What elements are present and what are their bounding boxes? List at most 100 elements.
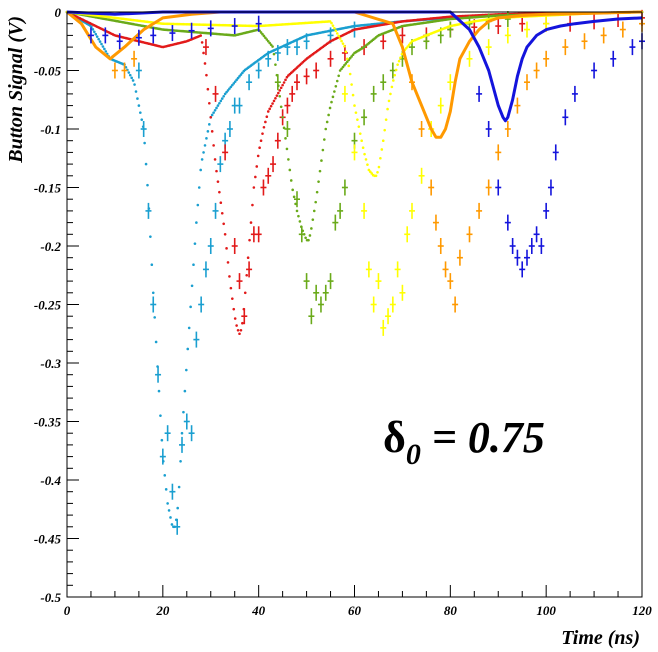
data-point [176, 506, 179, 510]
series-2 [65, 10, 644, 336]
data-point [219, 201, 223, 205]
data-point [223, 233, 227, 236]
data-point [238, 75, 241, 78]
data-point [228, 87, 231, 90]
data-point [255, 165, 259, 168]
data-point [387, 99, 391, 103]
data-point [390, 85, 394, 89]
data-point [243, 291, 247, 295]
plot-marks [65, 9, 645, 535]
data-point [98, 40, 102, 43]
x-tick-label: 80 [444, 603, 458, 618]
data-point [163, 474, 167, 477]
data-point [291, 188, 294, 192]
data-point [160, 438, 164, 442]
data-point [199, 168, 202, 172]
data-point [381, 139, 385, 142]
data-point [215, 169, 218, 173]
data-point [351, 53, 355, 57]
data-point [399, 56, 402, 59]
data-point [369, 170, 372, 174]
data-point [363, 152, 366, 156]
data-point [346, 57, 349, 61]
data-point [94, 32, 98, 36]
data-point [348, 72, 352, 76]
data-point [338, 37, 342, 40]
data-point [208, 123, 211, 126]
data-point [261, 132, 264, 135]
data-point [256, 154, 260, 158]
data-point [297, 214, 300, 218]
data-point [170, 523, 174, 526]
data-point [307, 238, 310, 242]
data-point [404, 46, 408, 50]
data-point [324, 127, 328, 131]
data-point [318, 169, 322, 173]
data-point [265, 115, 269, 119]
series-5 [274, 11, 511, 325]
data-point [266, 39, 270, 43]
data-point [269, 43, 273, 47]
data-point [338, 69, 342, 72]
data-point [337, 34, 340, 38]
y-tick-label: -0.15 [34, 181, 62, 196]
data-point [354, 111, 358, 114]
data-point [205, 73, 208, 77]
data-point [321, 148, 325, 152]
series-9 [111, 15, 645, 313]
data-point [192, 263, 195, 267]
data-point [183, 389, 187, 393]
data-point [100, 42, 103, 46]
data-point [222, 222, 225, 226]
data-point [314, 200, 317, 204]
data-point [205, 137, 208, 140]
data-point [259, 31, 263, 34]
x-axis-ticks: 0 20 40 60 80 100 120 [64, 585, 652, 618]
data-point [169, 516, 172, 519]
data-point [238, 332, 241, 336]
data-point [185, 368, 188, 372]
data-point [392, 79, 395, 82]
data-point [279, 86, 283, 90]
data-point [248, 238, 251, 242]
data-point [259, 139, 263, 142]
data-point [195, 221, 198, 224]
data-point [343, 44, 346, 48]
data-point [231, 297, 234, 300]
x-tick-label: 20 [155, 603, 170, 618]
data-point [328, 106, 332, 110]
data-point [144, 162, 148, 166]
data-point [103, 47, 106, 51]
data-point [266, 110, 270, 113]
data-point [97, 37, 100, 41]
data-point [344, 62, 348, 65]
data-point [140, 118, 144, 121]
data-point [292, 195, 296, 199]
data-point [251, 203, 254, 207]
data-point [154, 340, 158, 344]
x-tick-label: 40 [251, 603, 266, 618]
data-point [346, 60, 349, 64]
data-point [229, 85, 233, 89]
data-point [212, 144, 215, 147]
data-point [167, 509, 171, 512]
y-tick-label: -0.25 [34, 298, 62, 313]
data-point [222, 94, 225, 98]
annotation-text: = 0.75 [421, 413, 545, 462]
data-point [364, 158, 368, 161]
data-point [159, 414, 162, 417]
data-point [193, 242, 197, 245]
data-point [393, 73, 397, 77]
data-point [220, 97, 224, 100]
data-point [327, 113, 330, 117]
data-point [218, 190, 221, 194]
series-11 [87, 15, 645, 278]
data-point [213, 158, 217, 161]
data-point [239, 328, 243, 332]
data-point [246, 256, 250, 260]
data-point [330, 100, 333, 104]
annotation-subscript: 0 [406, 438, 421, 471]
data-point [367, 168, 371, 172]
data-point [275, 94, 279, 97]
data-point [344, 50, 348, 54]
